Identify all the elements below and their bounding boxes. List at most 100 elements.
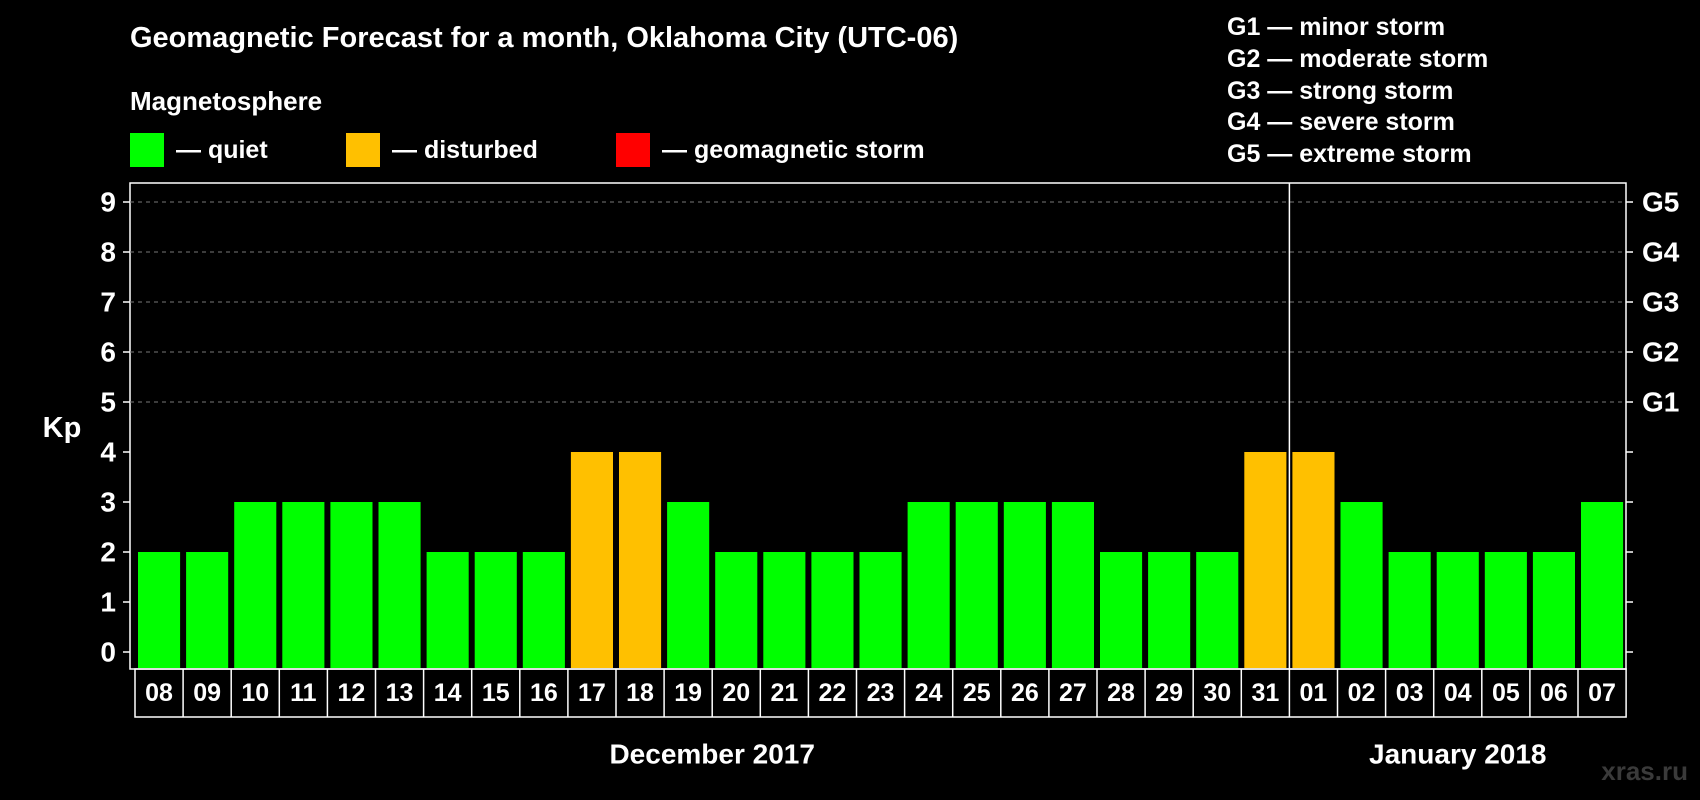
- bar-30: [1196, 552, 1239, 668]
- legend-swatch-storm: [616, 133, 650, 167]
- x-tick-label-03: 03: [1396, 679, 1424, 707]
- x-tick-label-25: 25: [963, 679, 991, 707]
- legend-label-quiet: — quiet: [176, 135, 268, 164]
- y-tick-label: 0: [100, 637, 116, 668]
- bar-15: [474, 552, 517, 668]
- bar-03: [1388, 552, 1431, 668]
- legend-swatch-disturbed: [346, 133, 380, 167]
- legend-storm: — geomagnetic storm: [616, 133, 925, 167]
- x-tick-label-02: 02: [1348, 679, 1376, 707]
- legend-disturbed: — disturbed: [346, 133, 538, 167]
- x-tick-label-10: 10: [241, 679, 269, 707]
- bar-27: [1051, 502, 1094, 668]
- watermark: xras.ru: [1601, 756, 1688, 786]
- x-tick-label-08: 08: [145, 679, 173, 707]
- bar-07: [1581, 502, 1624, 668]
- bar-14: [426, 552, 469, 668]
- legend-label-storm: — geomagnetic storm: [662, 135, 925, 164]
- bar-16: [522, 552, 565, 668]
- y-tick-label: 8: [100, 237, 116, 268]
- bar-17: [570, 452, 613, 668]
- y-tick-label: 7: [100, 287, 116, 318]
- storm-level-list: G1 — minor storm G2 — moderate storm G3 …: [1227, 12, 1488, 171]
- bar-08: [138, 552, 181, 668]
- x-tick-label-14: 14: [434, 679, 462, 707]
- x-tick-label-26: 26: [1011, 679, 1039, 707]
- x-tick-label-21: 21: [770, 679, 798, 707]
- bar-20: [715, 552, 758, 668]
- chart-title: Geomagnetic Forecast for a month, Oklaho…: [130, 22, 959, 54]
- right-tick-label-g5: G5: [1642, 187, 1679, 218]
- bar-19: [667, 502, 710, 668]
- y-tick-label: 2: [100, 537, 116, 568]
- month-label-1: January 2018: [1369, 739, 1546, 770]
- legend-label-disturbed: — disturbed: [392, 135, 538, 164]
- x-tick-label-29: 29: [1155, 679, 1183, 707]
- bar-21: [763, 552, 806, 668]
- bar-01: [1292, 452, 1335, 668]
- x-tick-label-30: 30: [1203, 679, 1231, 707]
- x-tick-label-15: 15: [482, 679, 510, 707]
- y-tick-label: 3: [100, 487, 116, 518]
- x-tick-label-24: 24: [915, 679, 943, 707]
- storm-level-g5: G5 — extreme storm: [1227, 140, 1472, 169]
- bar-28: [1100, 552, 1143, 668]
- x-tick-label-31: 31: [1251, 679, 1279, 707]
- y-axis-label: Kp: [43, 412, 82, 444]
- bar-04: [1436, 552, 1479, 668]
- x-tick-label-16: 16: [530, 679, 558, 707]
- bar-22: [811, 552, 854, 668]
- y-tick-label: 1: [100, 587, 116, 618]
- day-label-frame: [134, 668, 1627, 718]
- bar-02: [1340, 502, 1383, 668]
- storm-level-g3: G3 — strong storm: [1227, 76, 1454, 105]
- x-tick-label-12: 12: [338, 679, 366, 707]
- bar-25: [955, 502, 998, 668]
- legend-quiet: — quiet: [130, 133, 268, 167]
- bar-09: [186, 552, 229, 668]
- storm-level-g4: G4 — severe storm: [1227, 108, 1455, 137]
- storm-level-g2: G2 — moderate storm: [1227, 44, 1489, 73]
- right-tick-label-g2: G2: [1642, 337, 1679, 368]
- y-tick-label: 9: [100, 187, 116, 218]
- x-tick-label-20: 20: [722, 679, 750, 707]
- y-tick-label: 6: [100, 337, 116, 368]
- bar-11: [282, 502, 325, 668]
- x-tick-label-13: 13: [386, 679, 414, 707]
- x-tick-label-27: 27: [1059, 679, 1087, 707]
- x-tick-label-11: 11: [290, 679, 317, 707]
- right-tick-label-g1: G1: [1642, 387, 1679, 418]
- bar-31: [1244, 452, 1287, 668]
- bar-05: [1484, 552, 1527, 668]
- bar-26: [1003, 502, 1046, 668]
- x-tick-label-22: 22: [819, 679, 847, 707]
- x-tick-label-01: 01: [1300, 679, 1328, 707]
- x-tick-label-23: 23: [867, 679, 895, 707]
- x-tick-label-19: 19: [674, 679, 702, 707]
- month-label-0: December 2017: [609, 739, 814, 770]
- legend-heading: Magnetosphere: [130, 86, 323, 116]
- x-tick-label-07: 07: [1588, 679, 1616, 707]
- y-tick-label: 5: [100, 387, 116, 418]
- x-tick-label-28: 28: [1107, 679, 1135, 707]
- bar-18: [619, 452, 662, 668]
- bar-12: [330, 502, 373, 668]
- x-tick-label-04: 04: [1444, 679, 1472, 707]
- x-tick-label-17: 17: [578, 679, 606, 707]
- storm-level-g1: G1 — minor storm: [1227, 13, 1446, 41]
- bar-23: [859, 552, 902, 668]
- x-tick-label-09: 09: [193, 679, 221, 707]
- y-tick-label: 4: [100, 437, 116, 468]
- right-tick-label-g3: G3: [1642, 287, 1679, 318]
- legend-swatch-quiet: [130, 133, 164, 167]
- x-tick-label-05: 05: [1492, 679, 1520, 707]
- bar-13: [378, 502, 421, 668]
- x-tick-label-18: 18: [626, 679, 654, 707]
- right-tick-label-g4: G4: [1642, 237, 1680, 268]
- bar-29: [1148, 552, 1191, 668]
- bar-06: [1532, 552, 1575, 668]
- x-tick-label-06: 06: [1540, 679, 1568, 707]
- bar-24: [907, 502, 950, 668]
- bar-10: [234, 502, 277, 668]
